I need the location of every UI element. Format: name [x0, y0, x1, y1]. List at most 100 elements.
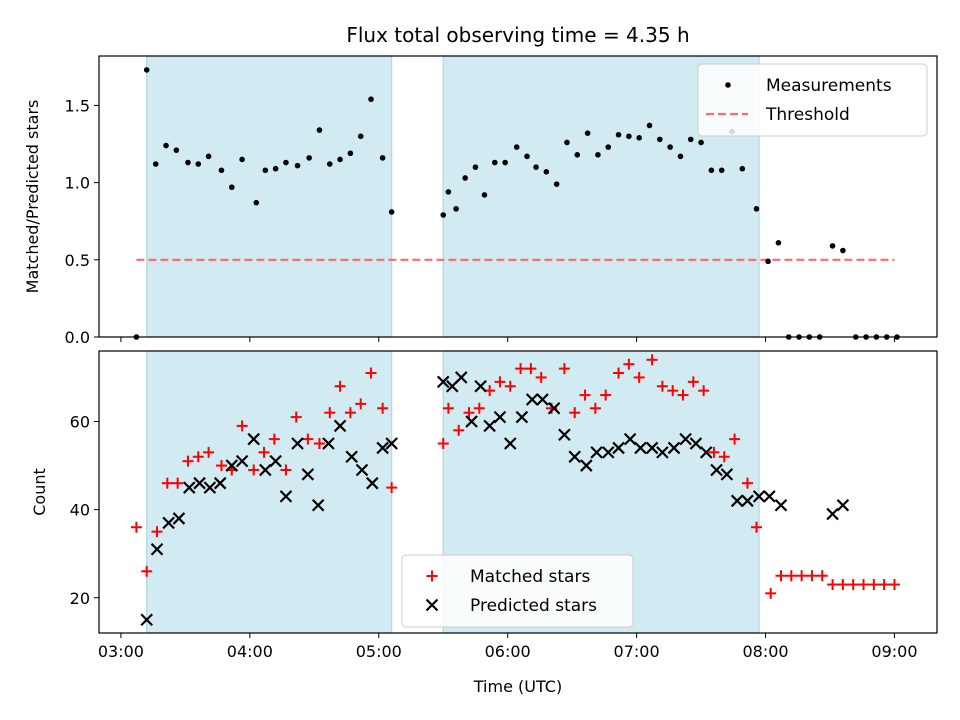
measurement-point [564, 139, 570, 146]
matched-star-point [677, 389, 689, 401]
measurement-point [163, 142, 169, 149]
x-tick-label: 08:00 [742, 642, 788, 661]
matched-star-point [268, 433, 280, 445]
measurement-point [228, 184, 235, 191]
predicted-star-point [259, 463, 272, 477]
matched-star-point [708, 446, 720, 458]
matched-star-point [355, 398, 367, 410]
predicted-star-point [741, 494, 754, 508]
matched-star-point [130, 521, 142, 533]
measurement-point [584, 130, 591, 136]
measurement-point [840, 247, 846, 254]
legend-marker [426, 570, 438, 582]
matched-star-point [437, 438, 449, 450]
predicted-star-point [213, 476, 227, 490]
legend-marker [425, 598, 439, 612]
predicted-star-point [235, 454, 249, 468]
count-legend: Matched stars Predicted stars [401, 554, 634, 628]
observing-window-1 [146, 55, 393, 338]
matched-star-point [463, 407, 475, 419]
predicted-star-point [150, 543, 164, 556]
matched-star-point [302, 433, 314, 445]
measurement-point [574, 152, 581, 158]
matched-star-point [386, 482, 398, 494]
matched-star-point [775, 570, 787, 582]
predicted-star-point [182, 481, 196, 494]
y-tick-label: 1.5 [65, 96, 90, 115]
measurement-point [524, 153, 530, 160]
predicted-star-point [385, 437, 398, 450]
predicted-star-point [752, 490, 766, 503]
predicted-star-point [311, 498, 325, 512]
measurement-point [388, 209, 395, 215]
measurement-point [462, 175, 468, 181]
matched-star-point [192, 451, 204, 463]
measurement-point [687, 136, 694, 143]
measurement-point [445, 189, 452, 195]
matched-star-point [236, 420, 248, 432]
x-tick-label: 09:00 [871, 642, 917, 661]
measurement-point [453, 206, 459, 212]
measurement-point [765, 258, 771, 265]
ratio-panel-frame [98, 55, 938, 338]
measurement-point [657, 136, 663, 143]
matched-star-point [687, 376, 699, 388]
measurement-point [533, 164, 539, 170]
matched-star-point [741, 477, 753, 489]
ratio-legend: Measurements Threshold [697, 63, 928, 137]
predicted-star-point [172, 512, 186, 525]
predicted-star-point [193, 476, 206, 490]
predicted-star-point [836, 498, 850, 512]
measurement-point [253, 199, 260, 206]
measurement-point [316, 127, 323, 133]
matched-star-point [453, 424, 465, 436]
matched-star-point [796, 570, 808, 582]
measurement-point [440, 212, 447, 218]
matched-star-point [442, 402, 454, 414]
predicted-star-point [667, 441, 681, 455]
measurement-point [739, 165, 746, 172]
matched-star-point [558, 363, 570, 375]
predicted-star-point [612, 441, 625, 455]
predicted-star-point [454, 371, 468, 384]
predicted-star-point [515, 410, 529, 424]
legend-label: Measurements [766, 76, 892, 96]
measurement-point [636, 135, 642, 141]
y-tick-label: 0.5 [65, 251, 90, 270]
predicted-star-point [634, 441, 647, 455]
matched-star-point [494, 376, 506, 388]
matched-star-point [515, 363, 527, 375]
measurement-point [718, 167, 725, 174]
predicted-star-point [568, 450, 582, 464]
matched-star-point [600, 389, 612, 401]
measurement-point [326, 161, 333, 167]
predicted-star-point [503, 437, 517, 450]
x-tick-label: 03:00 [98, 642, 144, 661]
matched-star-point [504, 380, 516, 392]
matched-star-point [141, 565, 153, 577]
measurement-point [502, 159, 508, 166]
predicted-star-point [656, 446, 669, 459]
legend-label: Predicted stars [470, 596, 597, 616]
count-panel: 03:00 04:00 05:00 06:00 07:00 08:00 09:00 20 40 6… [30, 350, 938, 661]
measurement-point [543, 168, 550, 175]
measurement-point [218, 167, 225, 174]
measurement-points [133, 67, 900, 340]
predicted-star-point [269, 454, 282, 468]
ratio-panel-ticks: 0.0 0.5 1.0 1.5 [65, 96, 895, 347]
matched-star-point [806, 570, 818, 582]
measurement-point [262, 167, 269, 174]
predicted-star-point [826, 507, 839, 521]
measurement-point [357, 133, 364, 140]
matched-star-point [344, 407, 356, 419]
predicted-star-point [689, 437, 703, 450]
predicted-star-point [601, 446, 615, 459]
matched-star-point [698, 385, 710, 397]
matched-star-point [868, 579, 880, 591]
measurement-point [272, 165, 279, 172]
matched-star-point [203, 446, 215, 458]
predicted-star-point [140, 613, 153, 627]
predicted-star-point [225, 459, 239, 472]
matched-star-point [827, 579, 839, 591]
